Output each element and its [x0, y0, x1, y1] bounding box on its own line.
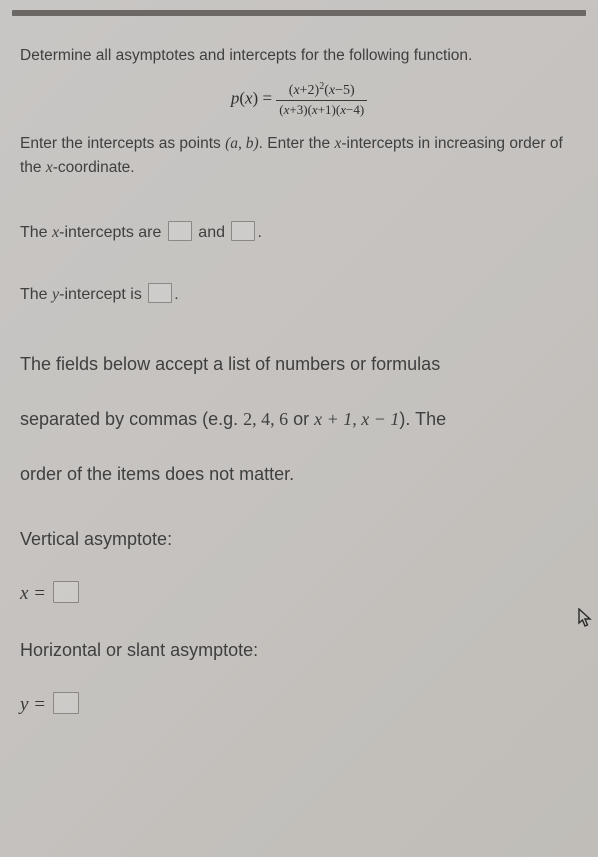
ha-lhs: y = [20, 694, 46, 715]
list-seg-b1: separated by commas (e.g. [20, 409, 243, 429]
formula-fraction: (x+2)2(x−5) (x+3)(x+1)(x−4) [276, 81, 367, 118]
horizontal-asymptote-label: Horizontal or slant asymptote: [20, 633, 578, 668]
va-lhs: x = [20, 583, 46, 604]
instr-seg-b: . Enter the [259, 135, 335, 152]
instr-pair: (a, b) [225, 135, 259, 152]
xi-seg-b: -intercepts are [59, 224, 166, 241]
function-formula: p(x) = (x+2)2(x−5) (x+3)(x+1)(x−4) [20, 81, 578, 118]
list-instruction-b: separated by commas (e.g. 2, 4, 6 or x +… [20, 402, 578, 437]
instr-seg-d: -coordinate. [53, 159, 135, 176]
horizontal-asymptote-eq: y = [20, 692, 578, 716]
list-instruction-c: order of the items does not matter. [20, 457, 578, 492]
y-intercept-line: The y-intercept is . [20, 283, 578, 307]
instr-var2: x [46, 159, 53, 176]
list-instruction-a: The fields below accept a list of number… [20, 347, 578, 382]
prompt-text: Determine all asymptotes and intercepts … [20, 44, 578, 67]
xi-end: . [257, 224, 261, 241]
x-intercept-input-2[interactable] [231, 221, 255, 241]
instruction-text: Enter the intercepts as points (a, b). E… [20, 132, 578, 179]
formula-numerator: (x+2)2(x−5) [276, 81, 367, 101]
x-intercept-input-1[interactable] [168, 221, 192, 241]
cursor-icon [578, 608, 594, 630]
vertical-asymptote-input[interactable] [53, 581, 79, 603]
list-ex2: x + 1, x − 1 [314, 409, 399, 429]
x-intercepts-line: The x-intercepts are and . [20, 221, 578, 245]
formula-denominator: (x+3)(x+1)(x−4) [276, 101, 367, 118]
list-or: or [288, 409, 314, 429]
vertical-asymptote-eq: x = [20, 581, 578, 605]
y-intercept-input[interactable] [148, 283, 172, 303]
horizontal-asymptote-input[interactable] [53, 692, 79, 714]
xi-seg-a: The [20, 224, 52, 241]
vertical-asymptote-label: Vertical asymptote: [20, 522, 578, 557]
formula-lhs-arg: x [245, 89, 253, 108]
list-seg-b2: ). The [399, 409, 446, 429]
yi-seg-b: -intercept is [59, 286, 146, 303]
yi-end: . [174, 286, 178, 303]
yi-seg-a: The [20, 286, 52, 303]
list-ex1: 2, 4, 6 [243, 409, 288, 429]
instr-seg-a: Enter the intercepts as points [20, 135, 225, 152]
xi-and: and [194, 224, 230, 241]
problem-content: Determine all asymptotes and intercepts … [0, 16, 598, 760]
